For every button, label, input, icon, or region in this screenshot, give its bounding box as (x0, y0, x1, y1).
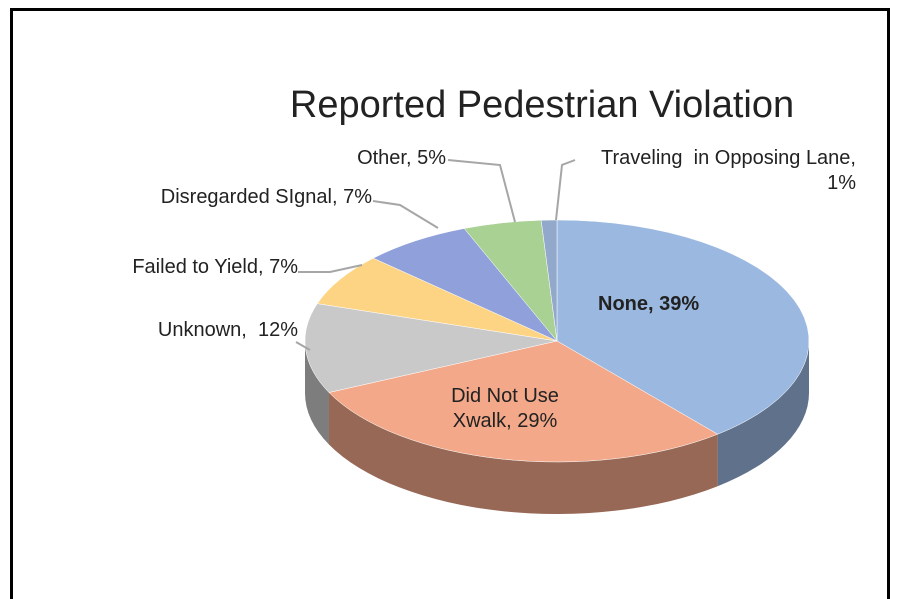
leader-line (372, 200, 439, 229)
slice-side (717, 341, 810, 487)
slice (328, 340, 719, 463)
pie (304, 219, 810, 514)
data-label: Other, 5% (357, 147, 446, 169)
leader-line (295, 341, 311, 351)
data-label: Traveling in Opposing Lane, 1% (601, 147, 862, 194)
data-label: None, 39% (598, 293, 700, 315)
data-label: Unknown, 12% (157, 319, 298, 341)
slice (556, 219, 810, 435)
slice-side (328, 392, 718, 514)
slice-side (305, 341, 329, 445)
leader-line (555, 159, 576, 221)
data-label: Did Not Use Xwalk, 29% (451, 385, 565, 432)
data-label: Disregarded SIgnal, 7% (160, 186, 372, 208)
chart-frame (10, 8, 890, 599)
chart-title: Reported Pedestrian Violation (289, 84, 795, 126)
slice (316, 257, 558, 342)
slice (372, 228, 558, 342)
leader-line (298, 264, 363, 273)
leader-lines (295, 159, 576, 351)
data-label: Failed to Yield, 7% (132, 256, 298, 278)
leader-line (447, 159, 516, 223)
